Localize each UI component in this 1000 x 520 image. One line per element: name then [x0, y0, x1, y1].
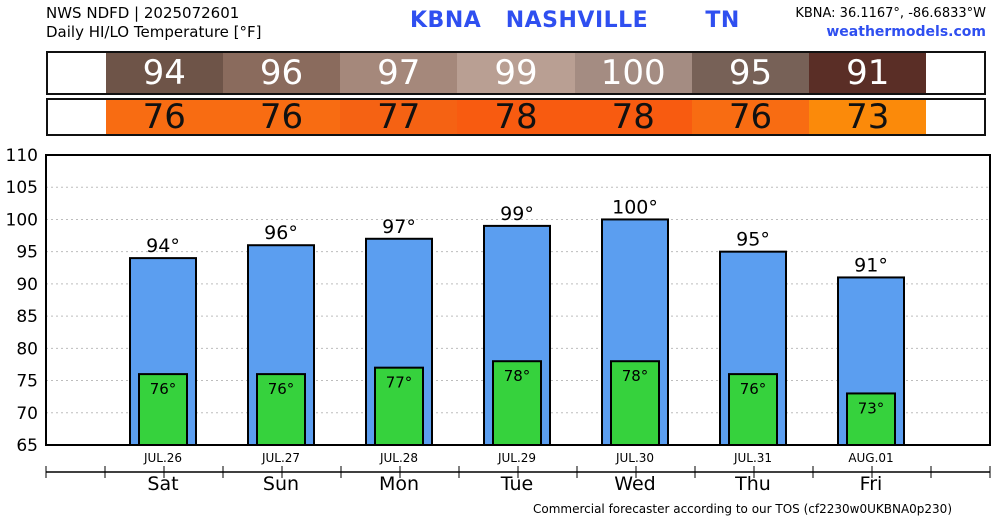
low-temp-cell: 73	[809, 97, 927, 137]
station-info: KBNA: 36.1167°, -86.6833°W weathermodels…	[795, 4, 986, 42]
low-temp-label: 76°	[268, 380, 295, 398]
product-variable: Daily HI/LO Temperature [°F]	[46, 23, 262, 41]
low-temp-bar	[138, 373, 188, 446]
y-tick-label: 95	[16, 243, 38, 263]
high-temp-label: 97°	[382, 216, 416, 238]
low-temp-cell: 78	[574, 97, 692, 137]
y-tick-label: 110	[6, 146, 38, 166]
station-coords: KBNA: 36.1167°, -86.6833°W	[795, 6, 986, 21]
low-temp-label: 78°	[622, 367, 649, 385]
station-title: KBNA NASHVILLE TN	[410, 8, 740, 33]
high-temp-label: 91°	[854, 254, 888, 276]
high-temp-label: 99°	[500, 203, 534, 225]
x-day-label: Tue	[500, 473, 533, 495]
footer-note: Commercial forecaster according to our T…	[532, 502, 952, 516]
x-date-label: JUL.26	[143, 451, 182, 465]
high-temp-cell: 100	[574, 53, 692, 93]
high-temp-label: 95°	[736, 229, 770, 251]
x-day-label: Thu	[734, 473, 771, 495]
y-tick-label: 70	[16, 404, 38, 424]
x-date-label: JUL.31	[733, 451, 772, 465]
product-header: NWS NDFD | 2025072601 Daily HI/LO Temper…	[46, 4, 262, 42]
high-temp-label: 96°	[264, 222, 298, 244]
x-day-label: Sat	[147, 473, 178, 495]
x-day-label: Fri	[860, 473, 883, 495]
low-temp-cell: 76	[105, 97, 223, 137]
x-date-label: JUL.28	[379, 451, 418, 465]
low-temp-label: 78°	[504, 367, 531, 385]
low-temp-bar	[374, 366, 424, 446]
low-temp-label: 77°	[386, 374, 413, 392]
low-temp-bar	[610, 360, 660, 447]
high-temp-cell: 94	[105, 53, 223, 93]
high-temp-label: 94°	[146, 235, 180, 257]
low-temp-cell: 76	[222, 97, 341, 137]
low-temp-label: 76°	[150, 380, 177, 398]
x-date-label: JUL.29	[497, 451, 536, 465]
x-day-label: Mon	[379, 473, 419, 495]
plot-frame	[45, 154, 991, 446]
low-temp-label: 76°	[740, 380, 767, 398]
low-temp-cell: 78	[457, 97, 575, 137]
product-id: NWS NDFD | 2025072601	[46, 4, 240, 22]
low-temp-bar	[492, 360, 542, 447]
x-day-label: Sun	[263, 473, 299, 495]
y-tick-label: 65	[16, 436, 38, 456]
y-tick-label: 90	[16, 275, 38, 295]
site-link[interactable]: weathermodels.com	[826, 24, 986, 40]
x-date-label: JUL.27	[261, 451, 300, 465]
low-temp-bar	[256, 373, 306, 446]
low-temp-cell: 76	[691, 97, 810, 137]
low-temp-cell: 77	[340, 97, 458, 137]
x-date-label: AUG.01	[848, 451, 893, 465]
low-temp-bar	[728, 373, 778, 446]
y-tick-label: 75	[16, 372, 38, 392]
y-tick-label: 105	[6, 178, 38, 198]
y-tick-label: 85	[16, 307, 38, 327]
high-temp-cell: 99	[457, 53, 575, 93]
high-temp-cell: 95	[691, 53, 810, 93]
x-day-label: Wed	[614, 473, 655, 495]
y-tick-label: 100	[6, 210, 38, 230]
high-temp-cell: 97	[340, 53, 458, 93]
high-temp-strip: 94 96 97 99 100 95 91	[46, 51, 986, 95]
low-temp-label: 73°	[858, 399, 885, 417]
x-date-label: JUL.30	[615, 451, 654, 465]
high-temp-cell: 96	[222, 53, 341, 93]
high-temp-label: 100°	[612, 196, 658, 218]
low-temp-strip: 76 76 77 78 78 76 73	[46, 97, 986, 137]
y-tick-label: 80	[16, 339, 38, 359]
high-temp-cell: 91	[809, 53, 927, 93]
